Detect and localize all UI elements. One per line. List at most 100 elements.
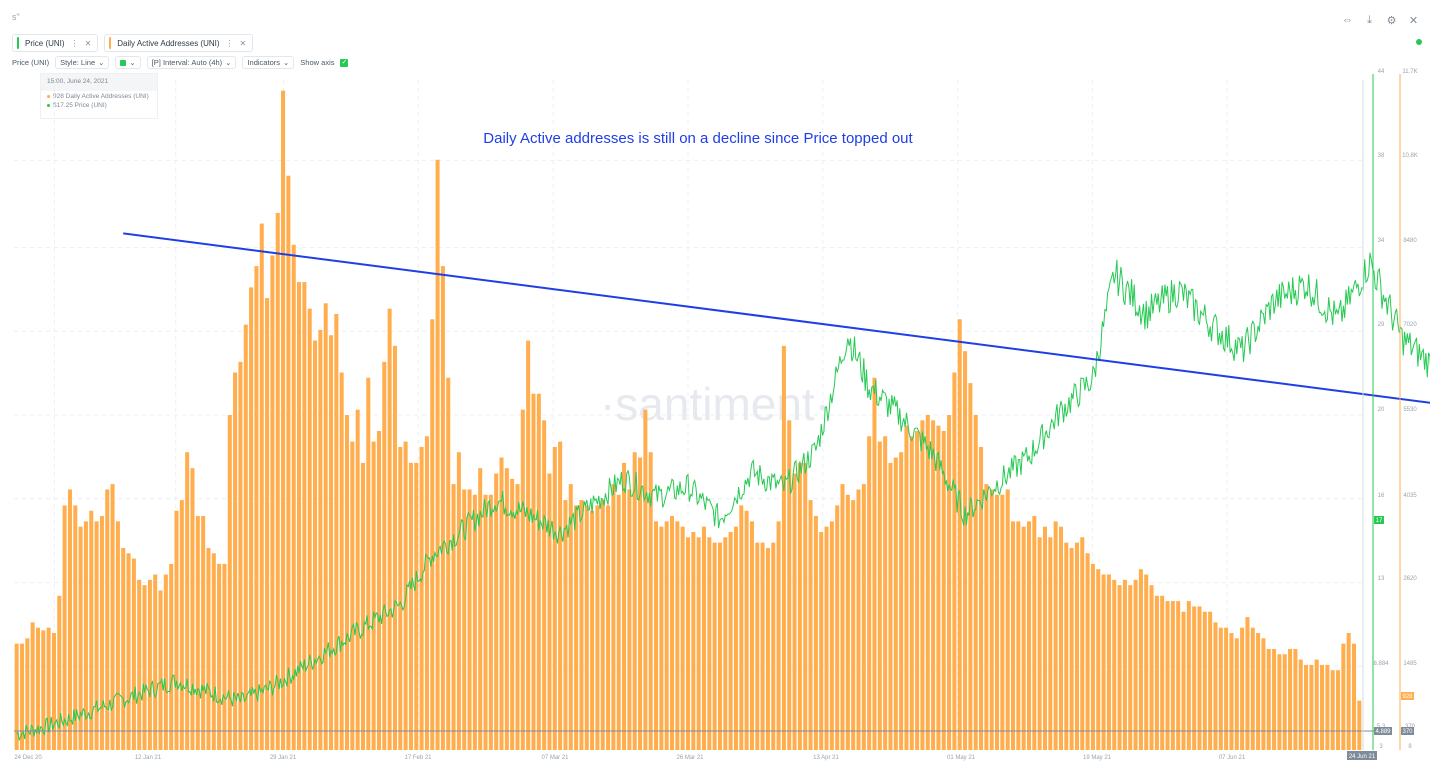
daa-bar: [547, 473, 552, 750]
daa-bar: [1218, 627, 1223, 750]
indicators-select[interactable]: Indicators ⌄: [242, 56, 295, 69]
daa-bar: [1096, 569, 1101, 750]
santiment-watermark: ·santiment·: [600, 378, 830, 430]
daa-bar: [35, 627, 40, 750]
daa-bar: [1170, 601, 1175, 750]
daa-bar: [419, 446, 424, 750]
daa-bar: [414, 462, 419, 750]
tooltip-row-daa: 928 Daily Active Addresses (UNI): [41, 91, 157, 100]
daa-bar: [931, 420, 936, 750]
daa-bar: [1112, 579, 1117, 750]
daa-bar: [915, 430, 920, 750]
interval-select[interactable]: [P] Interval: Auto (4h) ⌄: [146, 56, 237, 69]
daa-bar: [1138, 569, 1143, 750]
daa-bar: [968, 383, 973, 750]
metric-pill-label: Daily Active Addresses (UNI): [117, 38, 220, 48]
daa-bar: [478, 468, 483, 750]
price-tick-label: 16: [1378, 493, 1385, 499]
x-axis: 24 Dec 20 12 Jan 21 29 Jan 21 17 Feb 21 07 M…: [14, 751, 1377, 761]
expand-icon[interactable]: ⇔: [1342, 14, 1353, 26]
daa-bar: [329, 335, 334, 750]
daa-bar: [19, 643, 25, 750]
daa-bar: [606, 505, 611, 750]
daa-bar: [989, 489, 994, 750]
daa-bar: [670, 516, 675, 750]
daa-bar: [1240, 627, 1245, 750]
daa-bar: [675, 521, 680, 750]
daa-bar: [861, 484, 866, 750]
download-icon[interactable]: ⤓: [1367, 14, 1372, 26]
remove-metric-icon[interactable]: ✕: [239, 38, 247, 48]
daa-bar: [467, 489, 472, 750]
more-options-icon[interactable]: ⋮: [225, 38, 234, 48]
daa-bar: [430, 319, 435, 750]
daa-low-badge: [1401, 727, 1414, 735]
color-select[interactable]: ⌄: [115, 56, 141, 69]
daa-bar: [616, 494, 621, 750]
daa-bar: [813, 516, 818, 750]
daa-bar: [1058, 526, 1063, 750]
daa-bar: [563, 500, 568, 750]
daa-bar: [121, 547, 126, 750]
daa-bar: [1101, 574, 1106, 750]
daa-bar: [1320, 664, 1325, 750]
daa-tick-label: 8: [1408, 744, 1412, 750]
daa-bar: [259, 223, 264, 751]
daa-bar: [1176, 601, 1181, 750]
x-tick-label: 12 Jan 21: [135, 755, 162, 761]
style-select[interactable]: Style: Line ⌄: [55, 56, 110, 69]
daa-bar: [1208, 611, 1213, 750]
tooltip-date: 15:00, June 24, 2021: [41, 74, 157, 91]
daa-bar: [398, 446, 403, 750]
daa-bar: [424, 436, 429, 750]
price-dot-icon: [47, 104, 50, 107]
daa-bar: [1106, 574, 1111, 750]
daa-bar: [153, 574, 158, 750]
close-icon[interactable]: ✕: [1408, 15, 1419, 27]
show-axis-label: Show axis: [300, 58, 335, 67]
settings-icon[interactable]: ⚙: [1386, 15, 1397, 27]
daa-bar: [238, 361, 243, 750]
daa-bar: [632, 452, 637, 750]
daa-bar: [685, 537, 691, 750]
daa-bar: [1133, 579, 1138, 750]
daa-bar: [131, 558, 136, 750]
x-tick-label: 29 Jan 21: [270, 755, 297, 761]
daa-bar: [1053, 521, 1058, 750]
metric-pill-price[interactable]: Price (UNI) ⋮ ✕: [12, 34, 99, 52]
daa-bar: [963, 351, 968, 750]
daa-bar: [771, 542, 776, 750]
top-toolbar: s" ⇔ ⤓ ⚙ ✕: [0, 0, 1430, 32]
daa-bar: [14, 643, 19, 750]
show-axis-checkbox[interactable]: ✓: [340, 58, 349, 67]
daa-bar: [1282, 654, 1287, 750]
chevron-down-icon: ⌄: [129, 58, 136, 67]
daa-bar: [877, 441, 882, 750]
daa-bar: [1250, 627, 1255, 750]
selected-metric-label: Price (UNI): [12, 58, 50, 67]
daa-bar: [1090, 563, 1095, 750]
daa-bar: [46, 627, 51, 750]
price-tick-label: 38: [1378, 153, 1385, 159]
daa-bar: [947, 415, 952, 750]
daa-bar: [781, 345, 786, 750]
daa-bar: [654, 521, 659, 750]
daa-bar: [488, 494, 493, 750]
daa-bar: [904, 425, 909, 750]
remove-metric-icon[interactable]: ✕: [84, 38, 92, 48]
more-options-icon[interactable]: ⋮: [70, 38, 79, 48]
price-tick-label: 44: [1378, 69, 1385, 75]
daa-bar: [1346, 633, 1351, 750]
x-tick-label: 24 Dec 20: [14, 755, 42, 761]
daa-bar: [851, 500, 856, 750]
daa-bar: [776, 521, 781, 750]
metric-pill-daa[interactable]: Daily Active Addresses (UNI) ⋮ ✕: [104, 34, 254, 52]
daa-bar: [1245, 617, 1250, 750]
daa-bar: [1122, 579, 1127, 750]
daa-bar: [568, 484, 573, 750]
daa-bar: [73, 505, 78, 750]
daa-bar: [169, 563, 174, 750]
daa-bar: [371, 441, 376, 750]
daa-bar: [1288, 648, 1293, 750]
